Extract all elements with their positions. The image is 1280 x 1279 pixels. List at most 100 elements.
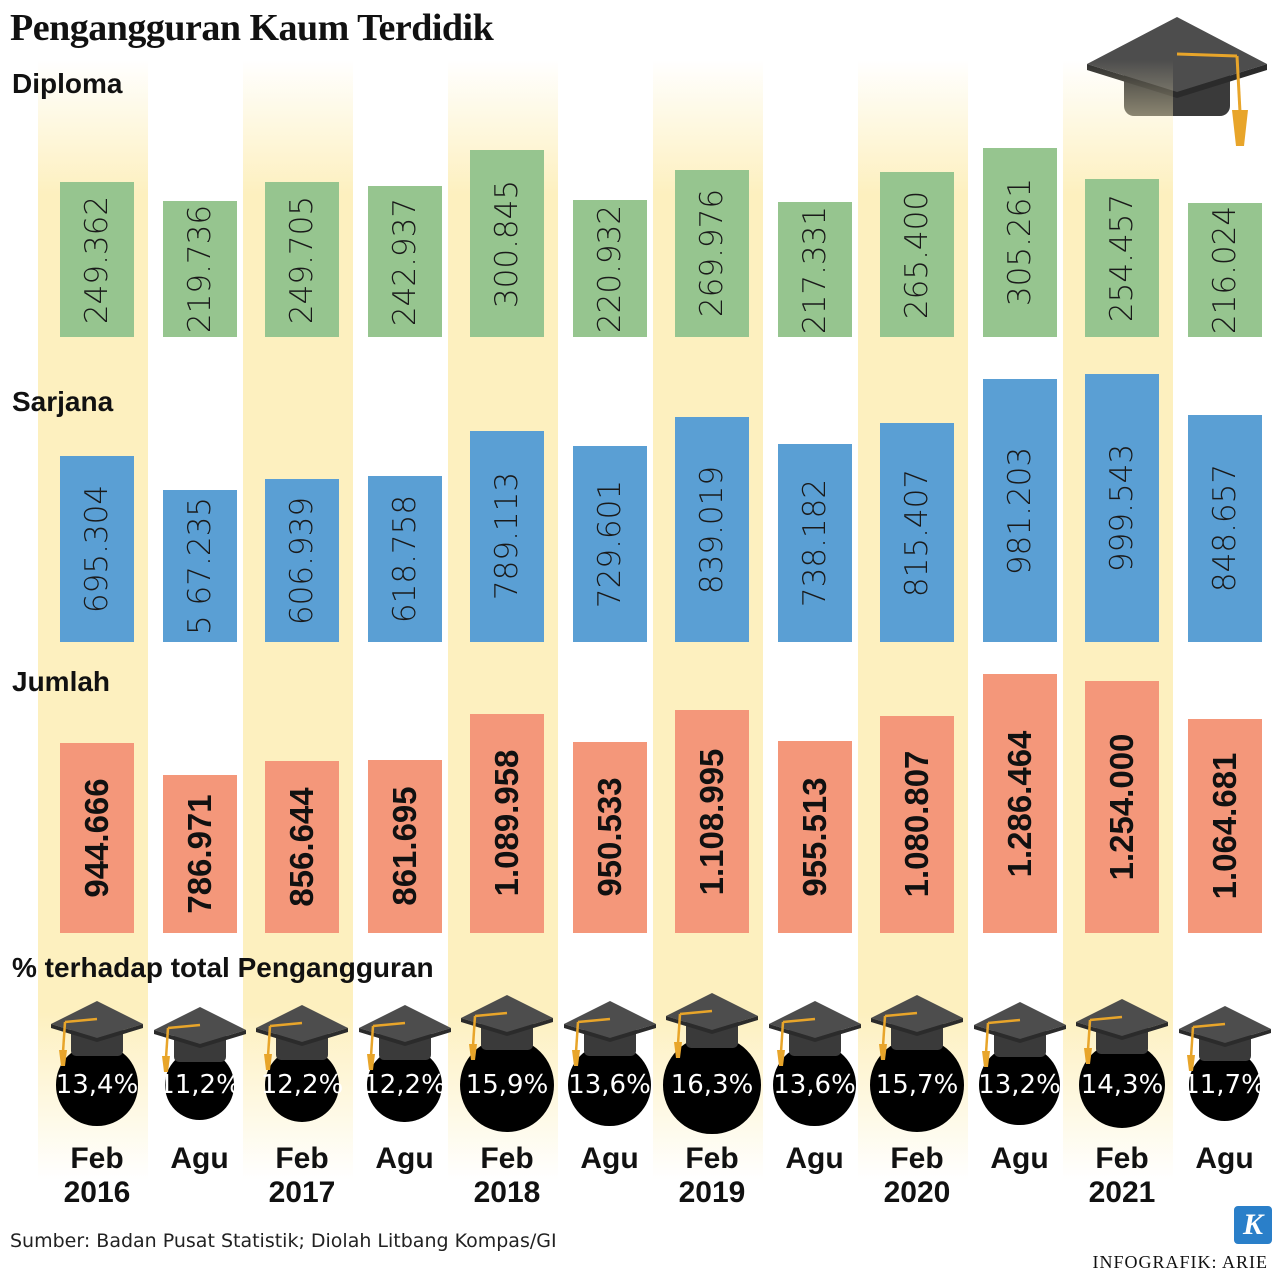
percent-circle [568, 1043, 651, 1127]
sarjana-bar: 5 67.235 [162, 489, 237, 642]
period-label: Agu [555, 1142, 665, 1176]
jumlah-bar-label: 1.254.000 [1103, 733, 1140, 881]
diploma-bar: 305.261 [982, 147, 1057, 337]
percent-circle [264, 1047, 340, 1123]
sarjana-bar-label: 5 67.235 [181, 496, 218, 635]
sarjana-bar: 695.304 [60, 455, 134, 642]
period-label: Agu [1170, 1142, 1280, 1176]
sarjana-bar: 606.939 [265, 479, 339, 642]
period-label: Agu [965, 1142, 1075, 1176]
period-month: Feb [70, 1142, 124, 1175]
jumlah-bar-label: 1.080.807 [898, 750, 935, 898]
percent-value: 12,2% [363, 1070, 446, 1100]
graduation-cap-icon [871, 995, 963, 1061]
diploma-bar-label: 269.976 [694, 189, 730, 318]
period-year: 2020 [883, 1176, 951, 1209]
diploma-bar-label: 265.400 [899, 190, 935, 319]
jumlah-bar: 944.666 [60, 743, 134, 933]
percent-value: 13,6% [773, 1070, 856, 1100]
jumlah-bar: 786.971 [162, 774, 237, 933]
period-label: Agu [350, 1142, 460, 1176]
diploma-bar: 217.331 [777, 202, 852, 337]
diploma-bar: 216.024 [1187, 203, 1262, 337]
period-month: Agu [785, 1142, 844, 1175]
credit: INFOGRAFIK: ARIE [1092, 1252, 1268, 1272]
diploma-bar-label: 249.362 [79, 195, 115, 324]
sarjana-label: Sarjana [12, 386, 114, 417]
period-label: Agu [760, 1142, 870, 1176]
jumlah-bar-label: 861.695 [385, 786, 423, 907]
period-month: Feb [480, 1142, 534, 1175]
jumlah-bar: 1.089.958 [470, 713, 544, 933]
percent-value: 14,3% [1080, 1070, 1164, 1100]
percent-value: 11,2% [158, 1070, 241, 1100]
period-year: 2016 [63, 1176, 131, 1209]
sarjana-bar: 738.182 [777, 444, 852, 642]
percent-value: 13,4% [55, 1070, 139, 1100]
sarjana-bar-label: 695.304 [79, 484, 115, 613]
sarjana-bar: 729.601 [572, 446, 647, 642]
sarjana-bar-label: 815.407 [899, 468, 935, 597]
graduation-cap-icon [256, 1004, 348, 1070]
diploma-bar-label: 305.261 [1001, 178, 1038, 307]
diploma-bar: 254.457 [1085, 179, 1159, 337]
period-month: Feb [890, 1142, 944, 1175]
period-label: Agu [145, 1142, 255, 1176]
kompas-logo: K [1234, 1206, 1272, 1244]
source-note: Sumber: Badan Pusat Statistik; Diolah Li… [10, 1230, 557, 1252]
sarjana-bar-label: 981.203 [1001, 446, 1038, 575]
page-title: Pengangguran Kaum Terdidik [10, 7, 494, 49]
jumlah-bar-label: 786.971 [180, 794, 218, 914]
sarjana-bar-label: 738.182 [796, 478, 833, 608]
graduation-cap-icon [1076, 998, 1168, 1064]
diploma-bar-label: 242.937 [386, 197, 423, 326]
jumlah-bar: 950.533 [572, 741, 647, 933]
period-year: 2019 [678, 1176, 746, 1209]
jumlah-bar-label: 1.089.958 [488, 750, 525, 897]
diploma-bar: 265.400 [880, 172, 954, 337]
period-year: 2021 [1088, 1176, 1156, 1209]
percent-value: 13,6% [568, 1070, 651, 1100]
jumlah-bar-label: 1.108.995 [693, 748, 730, 895]
sarjana-bar-label: 839.019 [694, 465, 730, 594]
sarjana-bar: 848.657 [1187, 414, 1262, 642]
sarjana-bar: 815.407 [880, 423, 954, 642]
percent-value: 16,3% [670, 1070, 754, 1100]
sarjana-bar-label: 848.657 [1206, 464, 1243, 593]
jumlah-bar-label: 950.533 [590, 777, 628, 898]
period-year: 2017 [268, 1176, 336, 1209]
sarjana-bar-label: 789.113 [489, 472, 525, 601]
percent-value: 15,9% [465, 1070, 549, 1100]
jumlah-bar: 1.064.681 [1187, 718, 1262, 933]
diploma-bar-label: 249.705 [284, 195, 320, 324]
period-month: Agu [375, 1142, 434, 1175]
period-month: Feb [685, 1142, 739, 1175]
period-label: Feb 2016 [42, 1142, 152, 1210]
sarjana-bar-label: 999.543 [1104, 443, 1140, 573]
period-month: Feb [275, 1142, 329, 1175]
graduation-cap-icon [461, 994, 553, 1060]
period-month: Agu [170, 1142, 229, 1175]
period-label: Feb 2019 [657, 1142, 767, 1210]
period-month: Agu [1195, 1142, 1254, 1175]
sarjana-bar-label: 606.939 [284, 496, 320, 625]
jumlah-bar: 1.108.995 [675, 710, 749, 933]
jumlah-bar-label: 1.286.464 [1000, 730, 1038, 878]
sarjana-bar: 618.758 [367, 476, 442, 642]
diploma-bar-label: 254.457 [1104, 194, 1140, 323]
percent-value: 13,2% [978, 1070, 1061, 1100]
period-label: Feb 2018 [452, 1142, 562, 1210]
graduation-cap-icon [666, 993, 758, 1059]
percent-value: 15,7% [875, 1070, 959, 1100]
graduation-cap-icon [51, 1001, 143, 1067]
diploma-bar: 249.705 [265, 182, 339, 337]
jumlah-bar: 1.254.000 [1085, 680, 1159, 933]
jumlah-bar: 861.695 [367, 759, 442, 933]
jumlah-bar-label: 1.064.681 [1205, 752, 1243, 900]
graduation-cap-icon [768, 1000, 861, 1066]
graduation-cap-icon [1178, 1006, 1271, 1072]
diploma-bar: 242.937 [367, 186, 442, 337]
sarjana-bar: 981.203 [982, 379, 1057, 642]
diploma-bar-label: 216.024 [1206, 205, 1243, 335]
diploma-bar-label: 220.932 [591, 204, 628, 333]
